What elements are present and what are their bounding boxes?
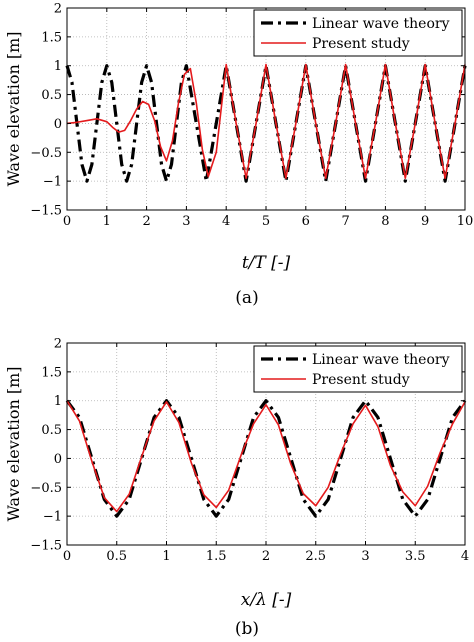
legend: Linear wave theory Present study (253, 9, 463, 57)
legend-label: Linear wave theory (312, 16, 450, 32)
series-line-present-study (66, 63, 466, 180)
y-tick-label: −0.5 (30, 481, 62, 496)
legend-box (253, 345, 463, 393)
series-line-present-study (66, 400, 466, 513)
x-axis-label: t/T [-] (242, 253, 291, 273)
x-tick-label: 1.5 (206, 549, 227, 564)
x-tick-label: 6 (302, 214, 310, 229)
x-tick-label: 1 (103, 214, 111, 229)
x-tick-label: 0.5 (106, 549, 127, 564)
y-tick-label: 2 (54, 337, 62, 352)
legend-label: Present study (312, 372, 410, 388)
x-tick-label: 7 (341, 214, 349, 229)
y-tick-label: −1 (43, 175, 62, 190)
x-tick-label: 5 (262, 214, 270, 229)
x-tick-label: 4 (222, 214, 230, 229)
x-tick-label: 2.5 (305, 549, 326, 564)
y-axis-label: Wave elevation [m] (4, 31, 23, 186)
x-tick-label: 0 (63, 214, 71, 229)
y-tick-label: −1.5 (30, 204, 62, 219)
x-tick-label: 4 (461, 549, 469, 564)
x-tick-label: 3.5 (405, 549, 426, 564)
legend-label: Linear wave theory (312, 352, 450, 368)
x-tick-label: 3 (182, 214, 190, 229)
panel-a: 0 1 2 3 4 5 6 7 8 9 10 2 1.5 1 0.5 0 −0.5 −1 −1.5 Wave elev… (4, 2, 473, 309)
y-tick-label: 1.5 (41, 365, 62, 380)
y-tick-label: −0.5 (30, 146, 62, 161)
y-tick-label: 0.5 (41, 423, 62, 438)
x-tick-label: 8 (381, 214, 389, 229)
x-tick-label: 2 (262, 549, 270, 564)
y-tick-label: −1.5 (30, 539, 62, 554)
x-tick-label: 9 (421, 214, 429, 229)
y-axis-label: Wave elevation [m] (4, 366, 23, 521)
y-tick-label: 0 (54, 117, 62, 132)
legend: Linear wave theory Present study (253, 345, 463, 393)
y-tick-label: 0.5 (41, 88, 62, 103)
y-tick-label: 2 (54, 2, 62, 17)
y-tick-label: 1 (54, 394, 62, 409)
y-tick-label: 1 (54, 59, 62, 74)
x-tick-label: 0 (63, 549, 71, 564)
series-line-linear-wave-theory (65, 399, 467, 518)
x-tick-label: 3 (361, 549, 369, 564)
panel-caption: (a) (235, 288, 258, 308)
x-tick-label: 2 (142, 214, 150, 229)
y-tick-label: −1 (43, 510, 62, 525)
legend-box (253, 9, 463, 57)
x-tick-label: 1 (162, 549, 170, 564)
x-tick-label: 10 (457, 214, 474, 229)
x-axis-label: x/λ [-] (241, 590, 292, 610)
panel-caption: (b) (235, 619, 259, 639)
panel-b: 0 0.5 1 1.5 2 2.5 3 3.5 4 2 1.5 1 0.5 0 −0.5 −1 −1.5 Wave… (4, 337, 469, 640)
legend-label: Present study (312, 36, 410, 52)
y-tick-label: 0 (54, 452, 62, 467)
y-tick-label: 1.5 (41, 30, 62, 45)
